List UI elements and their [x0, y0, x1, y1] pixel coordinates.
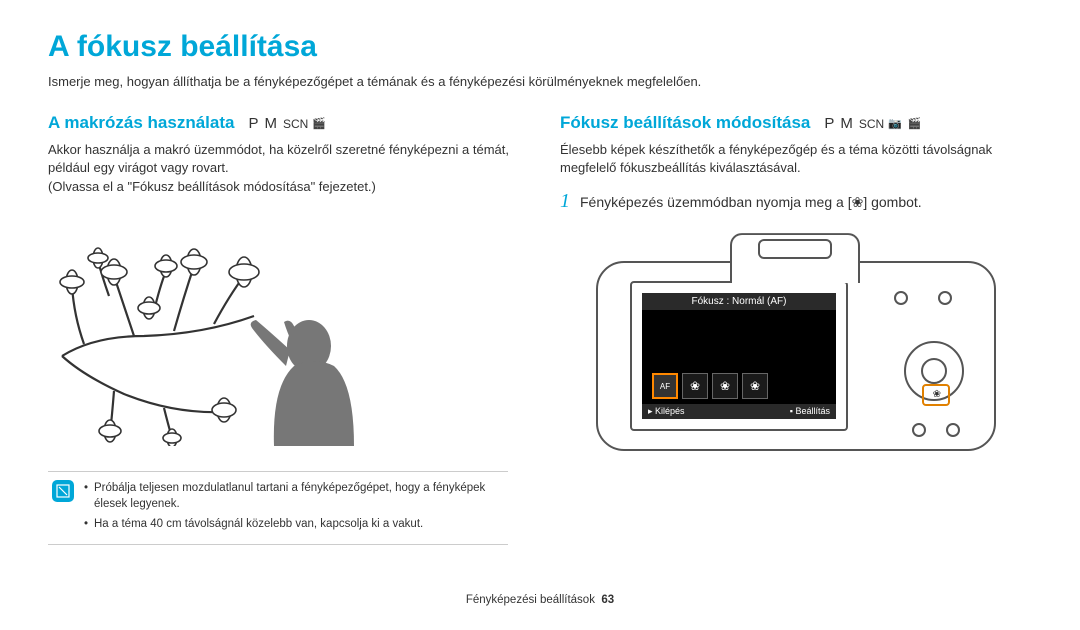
right-column: Fókusz beállítások módosítása P M SCN 📷 … — [560, 113, 1032, 461]
screen-top-label: Fókusz : Normál (AF) — [642, 293, 836, 310]
tip-icon — [52, 480, 74, 502]
left-column: A makrózás használata P M SCN 🎬 Akkor ha… — [48, 113, 520, 461]
step-text: Fényképezés üzemmódban nyomja meg a [❀] … — [580, 194, 922, 211]
step-number: 1 — [560, 190, 570, 213]
tip-item: Ha a téma 40 cm távolságnál közelebb van… — [84, 516, 500, 532]
camera-button-dot — [912, 423, 926, 437]
screen-foot-set: Beállítás — [795, 406, 830, 416]
focus-heading: Fókusz beállítások módosítása — [560, 113, 810, 133]
macro-mode-icons: P M SCN 🎬 — [248, 115, 328, 132]
focus-body-1: Élesebb képek készíthetők a fényképezőgé… — [560, 141, 1032, 176]
camera-button-dot — [946, 423, 960, 437]
page-footer: Fényképezési beállítások 63 — [0, 594, 1080, 606]
flower-illustration — [48, 216, 520, 446]
focus-option-af: AF — [652, 373, 678, 399]
focus-option-macro3: ❀ — [742, 373, 768, 399]
flower-icon: ❀ — [933, 389, 941, 400]
focus-option-macro2: ❀ — [712, 373, 738, 399]
focus-mode-icons: P M SCN 📷 🎬 — [824, 115, 923, 132]
page-title: A fókusz beállítása — [48, 30, 1032, 64]
page-subtitle: Ismerje meg, hogyan állíthatja be a fény… — [48, 74, 1032, 89]
macro-body-2: (Olvassa el a "Fókusz beállítások módosí… — [48, 178, 520, 196]
tip-item: Próbálja teljesen mozdulatlanul tartani … — [84, 480, 500, 512]
tip-box: Próbálja teljesen mozdulatlanul tartani … — [48, 471, 508, 545]
macro-heading: A makrózás használata — [48, 113, 234, 133]
camera-button-dot — [894, 291, 908, 305]
screen-foot-exit: Kilépés — [655, 406, 685, 416]
macro-body-1: Akkor használja a makró üzemmódot, ha kö… — [48, 141, 520, 176]
camera-button-dot — [938, 291, 952, 305]
focus-option-macro: ❀ — [682, 373, 708, 399]
camera-diagram: Fókusz : Normál (AF) AF ❀ ❀ ❀ ▸ Kilépés … — [596, 231, 996, 461]
